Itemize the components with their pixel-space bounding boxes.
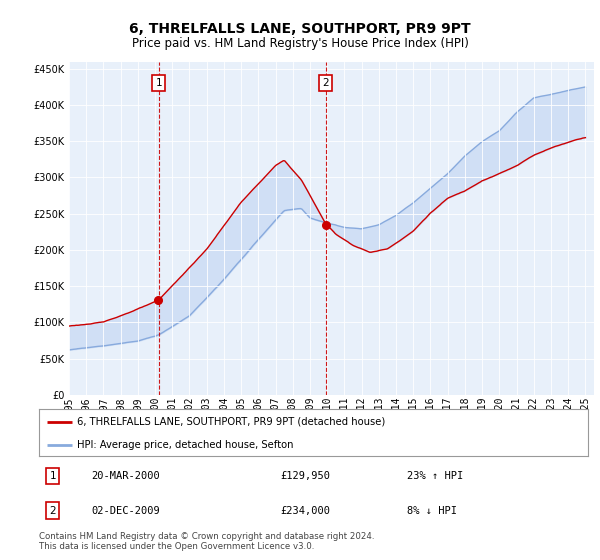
Text: 2: 2 — [49, 506, 56, 516]
Text: 1: 1 — [49, 471, 56, 481]
Text: 2: 2 — [323, 78, 329, 88]
Text: 23% ↑ HPI: 23% ↑ HPI — [407, 471, 463, 481]
Text: 02-DEC-2009: 02-DEC-2009 — [91, 506, 160, 516]
Text: £129,950: £129,950 — [281, 471, 331, 481]
Text: 8% ↓ HPI: 8% ↓ HPI — [407, 506, 457, 516]
Text: Price paid vs. HM Land Registry's House Price Index (HPI): Price paid vs. HM Land Registry's House … — [131, 37, 469, 50]
Text: £234,000: £234,000 — [281, 506, 331, 516]
Text: 6, THRELFALLS LANE, SOUTHPORT, PR9 9PT (detached house): 6, THRELFALLS LANE, SOUTHPORT, PR9 9PT (… — [77, 417, 386, 427]
Text: 6, THRELFALLS LANE, SOUTHPORT, PR9 9PT: 6, THRELFALLS LANE, SOUTHPORT, PR9 9PT — [129, 22, 471, 36]
Text: 1: 1 — [155, 78, 162, 88]
Text: Contains HM Land Registry data © Crown copyright and database right 2024.
This d: Contains HM Land Registry data © Crown c… — [39, 532, 374, 552]
Text: 20-MAR-2000: 20-MAR-2000 — [91, 471, 160, 481]
Text: HPI: Average price, detached house, Sefton: HPI: Average price, detached house, Seft… — [77, 440, 294, 450]
